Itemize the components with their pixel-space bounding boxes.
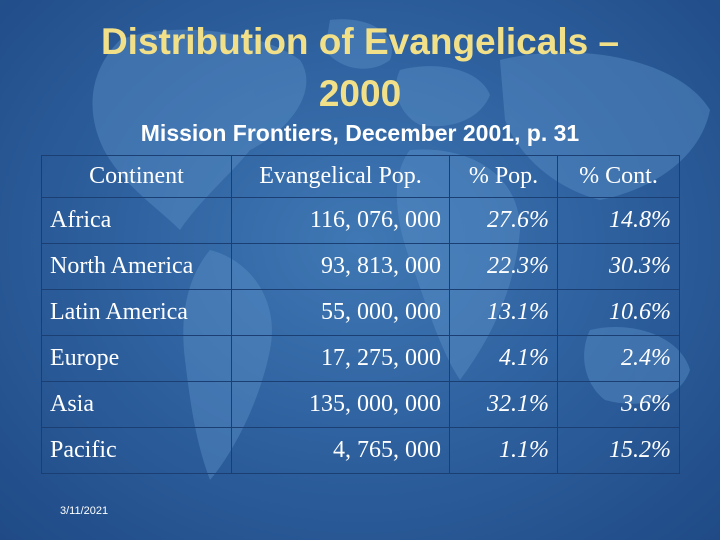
table-row: Europe 17, 275, 000 4.1% 2.4% [41,335,680,382]
cell-pct-pop: 32.1% [449,381,558,428]
cell-evangelical-pop: 93, 813, 000 [231,243,450,290]
cell-pct-cont: 2.4% [557,335,680,382]
table-row: Latin America 55, 000, 000 13.1% 10.6% [41,289,680,336]
cell-pct-pop: 13.1% [449,289,558,336]
cell-pct-cont: 30.3% [557,243,680,290]
cell-evangelical-pop: 135, 000, 000 [231,381,450,428]
cell-evangelical-pop: 55, 000, 000 [231,289,450,336]
table-row: Asia 135, 000, 000 32.1% 3.6% [41,381,680,428]
cell-pct-pop: 22.3% [449,243,558,290]
cell-evangelical-pop: 17, 275, 000 [231,335,450,382]
cell-pct-cont: 15.2% [557,427,680,474]
cell-pct-cont: 14.8% [557,197,680,244]
table-header-row: Continent Evangelical Pop. % Pop. % Cont… [41,155,680,198]
cell-continent: North America [41,243,232,290]
footer-date: 3/11/2021 [60,505,109,517]
table-row: Pacific 4, 765, 000 1.1% 15.2% [41,427,680,474]
cell-pct-pop: 4.1% [449,335,558,382]
cell-pct-pop: 27.6% [449,197,558,244]
cell-pct-cont: 10.6% [557,289,680,336]
cell-continent: Europe [41,335,232,382]
header-pct-pop: % Pop. [449,155,558,198]
slide-subtitle: Mission Frontiers, December 2001, p. 31 [140,120,580,146]
greenland-shape [325,19,392,69]
table-row: North America 93, 813, 000 22.3% 30.3% [41,243,680,290]
cell-evangelical-pop: 116, 076, 000 [231,197,450,244]
cell-evangelical-pop: 4, 765, 000 [231,427,450,474]
cell-continent: Africa [41,197,232,244]
table-row: Africa 116, 076, 000 27.6% 14.8% [41,197,680,244]
europe-shape [396,66,490,127]
cell-pct-pop: 1.1% [449,427,558,474]
cell-pct-cont: 3.6% [557,381,680,428]
slide-title-line-2: 2000 [318,73,402,114]
cell-continent: Asia [41,381,232,428]
header-pct-cont: % Cont. [557,155,680,198]
slide-title: Distribution of Evangelicals – 2000 [0,16,720,120]
header-evangelical-pop: Evangelical Pop. [231,155,450,198]
slide-title-line-1: Distribution of Evangelicals – [100,21,620,62]
cell-continent: Pacific [41,427,232,474]
header-continent: Continent [41,155,232,198]
evangelicals-table: Continent Evangelical Pop. % Pop. % Cont… [41,155,680,474]
cell-continent: Latin America [41,289,232,336]
